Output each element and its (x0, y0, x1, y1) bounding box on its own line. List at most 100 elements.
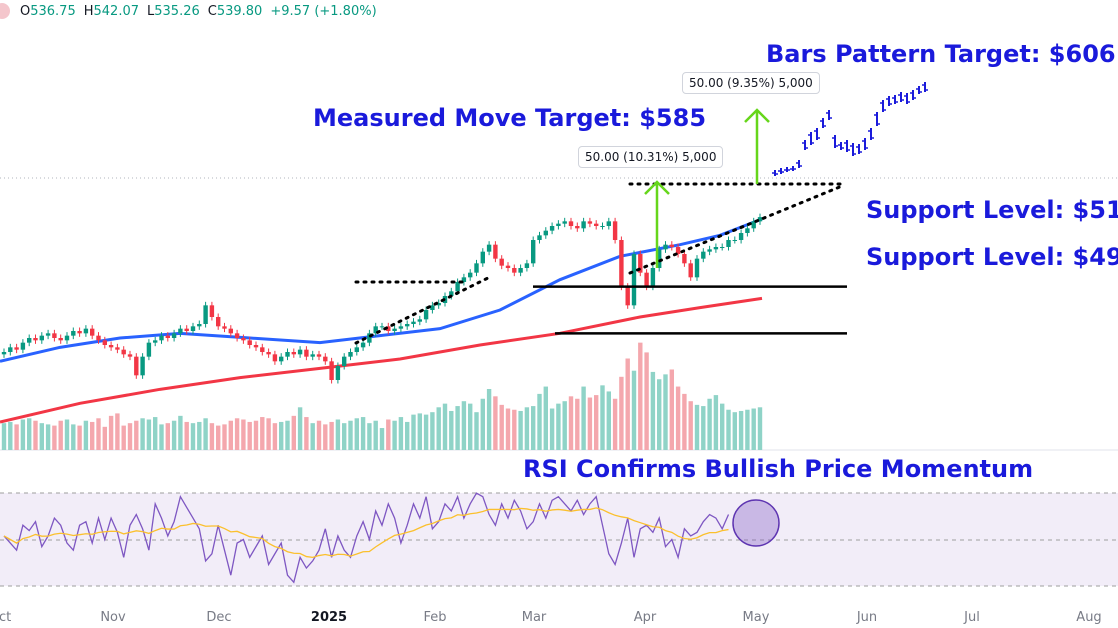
volume-bar (178, 415, 183, 450)
volume-bar (625, 358, 630, 450)
candle (159, 335, 164, 341)
candle (436, 303, 441, 306)
candle (310, 354, 315, 357)
x-tick-dec: Dec (206, 610, 232, 625)
volume-bar (171, 420, 177, 450)
candle (216, 317, 221, 327)
candle (505, 265, 511, 268)
candle (480, 251, 485, 264)
candle (171, 333, 177, 338)
volume-bar (568, 396, 574, 450)
volume-bar (39, 423, 44, 450)
volume-bar (310, 423, 315, 450)
volume-bar (20, 419, 26, 450)
candle (27, 338, 32, 343)
candle (669, 244, 674, 247)
volume-bar (531, 406, 536, 450)
volume-bar (121, 425, 126, 450)
candle (90, 328, 95, 336)
volume-bar (360, 417, 366, 450)
candle (657, 249, 662, 268)
candle (430, 305, 435, 310)
candle (499, 258, 504, 266)
volume-bar (606, 391, 611, 450)
volume-bar (14, 424, 19, 450)
volume-bar (222, 424, 227, 450)
candle (140, 356, 145, 376)
support-level-490-label: Support Level: $490 (866, 243, 1118, 271)
rsi-title-label: RSI Confirms Bullish Price Momentum (523, 455, 1034, 483)
ohlc-legend: O536.75 H542.07 L535.26 C539.80 +9.57 (+1.80… (20, 4, 385, 19)
candle (52, 333, 57, 338)
volume-bar (726, 409, 731, 450)
candle (688, 263, 693, 278)
volume-bar (707, 398, 712, 450)
volume-bar (379, 428, 385, 450)
volume-bar (247, 421, 252, 450)
volume-bar (701, 406, 706, 450)
candle (468, 272, 473, 278)
volume-bar (594, 395, 599, 450)
volume-bar (329, 421, 334, 450)
volume-bar (386, 419, 391, 450)
high-value: 542.07 (93, 4, 140, 19)
candle (694, 258, 700, 278)
volume-bar (644, 352, 649, 450)
x-tick-mar: Mar (521, 610, 547, 625)
candle (115, 347, 120, 350)
volume-bar (600, 385, 605, 450)
candle (537, 235, 542, 240)
candle (386, 326, 391, 331)
close-value: 539.80 (216, 4, 263, 19)
volume-bar (8, 421, 13, 450)
volume-bar (581, 386, 586, 450)
volume-bar (127, 423, 133, 450)
candle (455, 282, 460, 292)
candle (738, 233, 744, 240)
candle (411, 321, 416, 324)
volume-bar (285, 420, 290, 450)
volume-bar (675, 386, 681, 450)
candle (631, 254, 637, 306)
candle (531, 240, 536, 264)
volume-bar (562, 401, 567, 450)
candle (329, 361, 334, 380)
volume-bar (468, 403, 473, 450)
candle (234, 333, 240, 338)
x-tick-apr: Apr (633, 610, 657, 625)
candle (45, 333, 51, 336)
volume-bar (316, 420, 322, 450)
logo-icon[interactable] (0, 3, 10, 19)
candle (77, 331, 82, 334)
candle (663, 244, 668, 250)
volume-bar (234, 418, 240, 450)
volume-bar (209, 423, 215, 450)
volume-bar (669, 369, 674, 450)
candle (58, 338, 63, 341)
volume-bar (587, 397, 593, 450)
volume-bar (260, 417, 265, 450)
volume-bar (102, 426, 107, 450)
candle (127, 354, 133, 357)
candle (619, 240, 624, 287)
candle (650, 268, 656, 287)
volume-bar (373, 420, 378, 450)
candle (449, 291, 454, 296)
volume-bar (499, 404, 504, 450)
measured-move-target-label: Measured Move Target: $585 (313, 104, 707, 132)
volume-bar (575, 398, 580, 450)
volume-bar (184, 421, 189, 450)
volume-bar (228, 420, 233, 450)
volume-bar (405, 421, 410, 450)
candle (285, 352, 290, 357)
rsi-lines (3, 492, 730, 584)
volume-bar (190, 423, 196, 450)
pattern-bottom-line-apr (628, 184, 844, 275)
candle (575, 226, 580, 229)
volume-bar (354, 418, 359, 450)
x-tick-oct: Oct (0, 610, 12, 625)
volume-bar (631, 370, 637, 450)
candle (348, 352, 353, 357)
candle (178, 328, 183, 334)
